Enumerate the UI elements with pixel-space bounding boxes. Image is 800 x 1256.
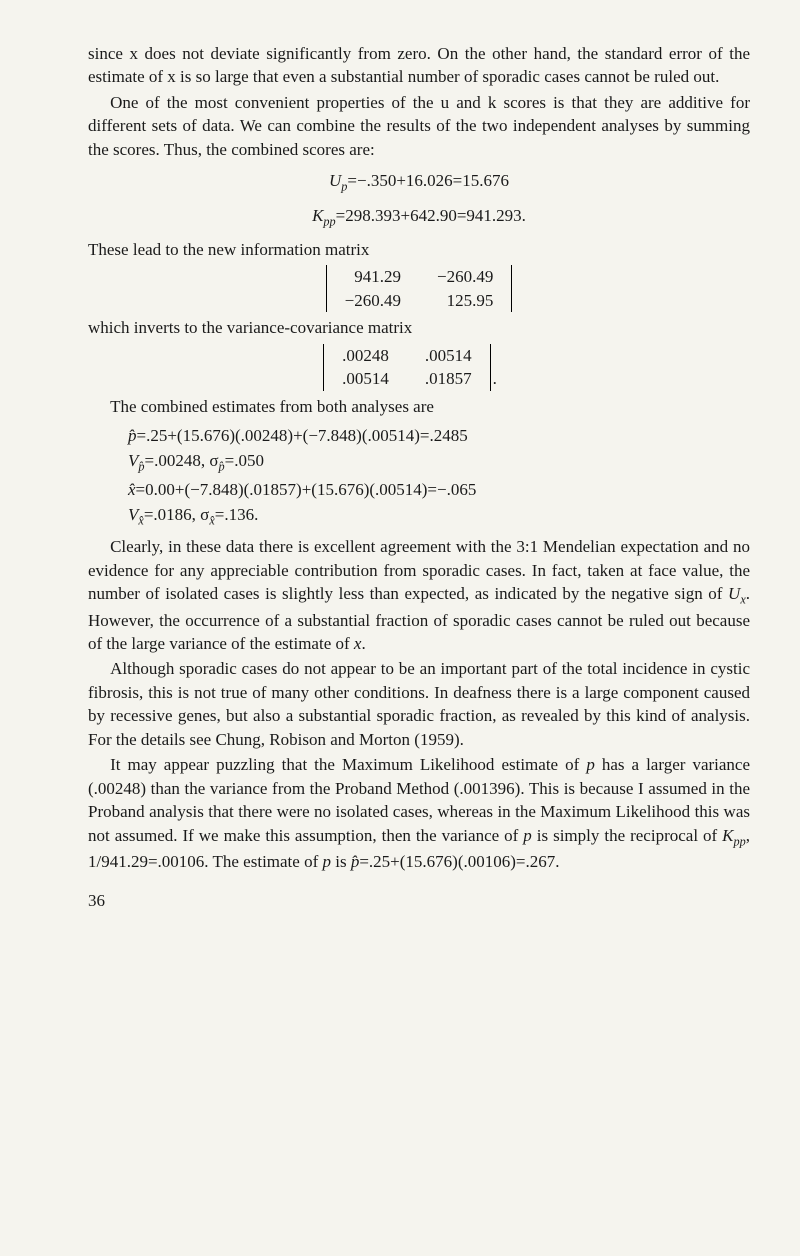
m2-r2c2: .01857: [407, 367, 490, 390]
m1-r1c2: −260.49: [419, 265, 512, 288]
variance-covariance-matrix: .00248 .00514 . .00514 .01857: [323, 344, 515, 391]
paragraph-2: One of the most convenient properties of…: [88, 91, 750, 161]
eq-xhat: x̂=0.00+(−7.848)(.01857)+(15.676)(.00514…: [128, 478, 750, 501]
paragraph-4: which inverts to the variance-covariance…: [88, 316, 750, 339]
m1-r1c1: 941.29: [326, 265, 419, 288]
m2-r2c1: .00514: [324, 367, 407, 390]
paragraph-8: It may appear puzzling that the Maximum …: [88, 753, 750, 873]
equation-up: Up=−.350+16.026=15.676: [88, 169, 750, 195]
m1-r2c2: 125.95: [419, 289, 512, 312]
m1-r2c1: −260.49: [326, 289, 419, 312]
information-matrix: 941.29 −260.49 −260.49 125.95: [326, 265, 513, 312]
equation-kpp: Kpp=298.393+642.90=941.293.: [88, 204, 750, 230]
paragraph-6: Clearly, in these data there is excellen…: [88, 535, 750, 655]
m2-r1c1: .00248: [324, 344, 407, 367]
matrix-period: .: [490, 344, 515, 391]
estimates-block: p̂=.25+(15.676)(.00248)+(−7.848)(.00514)…: [128, 424, 750, 529]
paragraph-5: The combined estimates from both analyse…: [88, 395, 750, 418]
page-number: 36: [88, 889, 750, 912]
m2-r1c2: .00514: [407, 344, 490, 367]
paragraph-3: These lead to the new information matrix: [88, 238, 750, 261]
eq-vp: Vp̂=.00248, σp̂=.050: [128, 449, 750, 475]
paragraph-7: Although sporadic cases do not appear to…: [88, 657, 750, 751]
eq-vx: Vx̂=.0186, σx̂=.136.: [128, 503, 750, 529]
eq-phat: p̂=.25+(15.676)(.00248)+(−7.848)(.00514)…: [128, 424, 750, 447]
paragraph-1: since x does not deviate significantly f…: [88, 42, 750, 89]
